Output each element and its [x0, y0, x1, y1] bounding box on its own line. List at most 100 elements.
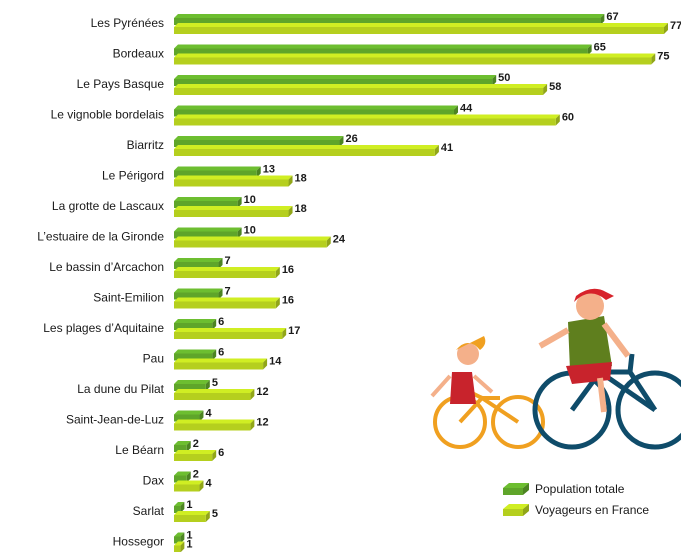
bar: [174, 420, 254, 431]
swatch-front: [503, 488, 523, 495]
bar: [174, 450, 216, 461]
legend-label: Voyageurs en France: [535, 503, 649, 517]
bar-front: [174, 119, 556, 126]
category-label: Le bassin d’Arcachon: [49, 260, 164, 274]
value-label: 12: [256, 386, 268, 398]
value-label: 50: [498, 72, 510, 84]
value-label: 7: [225, 285, 231, 297]
bar-top: [174, 289, 223, 293]
category-label: La dune du Pilat: [77, 382, 164, 396]
category-label: Saint-Jean-de-Luz: [66, 413, 164, 427]
bar-front: [174, 424, 250, 431]
bar-front: [174, 454, 212, 461]
bar-front: [174, 546, 180, 552]
value-label: 26: [345, 133, 357, 145]
bar: [174, 54, 655, 65]
legend-label: Population totale: [535, 482, 625, 496]
bar-top: [174, 23, 668, 27]
category-label: Bordeaux: [113, 47, 164, 61]
value-label: 44: [460, 102, 473, 114]
bar-front: [174, 302, 276, 309]
value-label: 4: [205, 477, 212, 489]
value-label: 1: [186, 538, 192, 550]
bar: [174, 267, 280, 278]
bar-top: [174, 136, 343, 140]
bar-top: [174, 45, 592, 49]
value-label: 7: [225, 255, 231, 267]
category-label: Pau: [143, 352, 164, 366]
category-label: Hossegor: [113, 535, 164, 549]
swatch-front: [503, 509, 523, 516]
bar-top: [174, 167, 261, 171]
bar-top: [174, 298, 280, 302]
bar-top: [174, 328, 286, 332]
bar-front: [174, 27, 664, 34]
category-label: Le Pays Basque: [77, 77, 165, 91]
bar-top: [174, 228, 242, 232]
category-label: Dax: [143, 474, 164, 488]
bar-top: [174, 319, 216, 323]
value-label: 10: [244, 224, 256, 236]
bar-front: [174, 241, 327, 248]
bar-top: [174, 115, 560, 119]
bar: [174, 237, 331, 248]
value-label: 1: [186, 499, 192, 511]
category-label: Les plages d’Aquitaine: [43, 321, 164, 335]
bar-front: [174, 363, 263, 370]
bar-top: [174, 350, 216, 354]
category-label: Biarritz: [127, 138, 164, 152]
bar-front: [174, 485, 199, 492]
bar: [174, 206, 293, 217]
chart: Population totale Voyageurs en France Les…: [0, 0, 681, 552]
bar: [174, 115, 560, 126]
bar-top: [174, 237, 331, 241]
bar-front: [174, 271, 276, 278]
bar-top: [174, 75, 496, 79]
value-label: 41: [441, 142, 453, 154]
bar-top: [174, 481, 203, 485]
bar-top: [174, 176, 293, 180]
value-label: 58: [549, 81, 561, 93]
category-label: Le Béarn: [115, 443, 164, 457]
value-label: 16: [282, 264, 294, 276]
bar-top: [174, 145, 439, 149]
category-label: Le vignoble bordelais: [51, 108, 164, 122]
value-label: 5: [212, 508, 218, 520]
value-label: 5: [212, 377, 218, 389]
category-label: La grotte de Lascaux: [52, 199, 164, 213]
bar-top: [174, 84, 547, 88]
bar-front: [174, 180, 289, 187]
category-label: L’estuaire de la Gironde: [37, 230, 164, 244]
bar: [174, 328, 286, 339]
bar-top: [174, 411, 203, 415]
value-label: 16: [282, 294, 294, 306]
bar: [174, 145, 439, 156]
bar-top: [174, 54, 655, 58]
bar-front: [174, 88, 543, 95]
value-label: 77: [670, 20, 681, 32]
category-label: Sarlat: [133, 504, 165, 518]
bar: [174, 298, 280, 309]
legend-swatch: [503, 504, 529, 516]
bar-front: [174, 515, 206, 522]
bar-top: [174, 420, 254, 424]
bar: [174, 481, 203, 492]
bar: [174, 389, 254, 400]
value-label: 18: [295, 172, 307, 184]
bar: [174, 359, 267, 370]
bar-front: [174, 332, 282, 339]
bar-front: [174, 210, 289, 217]
bar-top: [174, 258, 223, 262]
value-label: 75: [657, 50, 669, 62]
bar: [174, 84, 547, 95]
bar-front: [174, 149, 435, 156]
value-label: 6: [218, 447, 224, 459]
value-label: 6: [218, 316, 224, 328]
category-label: Les Pyrénées: [91, 16, 164, 30]
bar-top: [174, 450, 216, 454]
value-label: 60: [562, 111, 574, 123]
value-label: 2: [193, 438, 199, 450]
value-label: 10: [244, 194, 256, 206]
value-label: 67: [606, 11, 618, 23]
value-label: 2: [193, 468, 199, 480]
